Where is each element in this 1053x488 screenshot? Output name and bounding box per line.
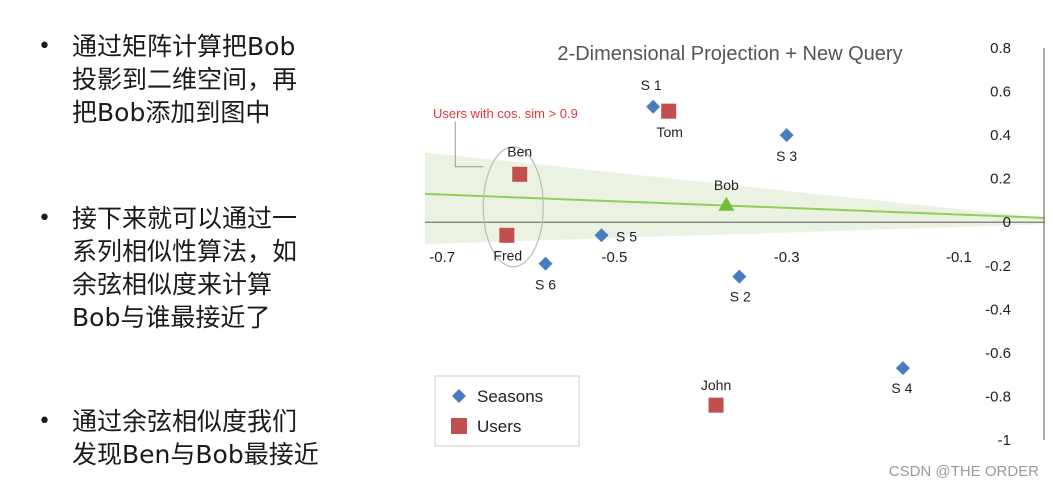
bullet-dot: • (38, 206, 51, 231)
user-point (512, 166, 528, 182)
bullet-dot: • (38, 409, 51, 434)
x-tick-label: -0.7 (429, 249, 455, 266)
season-point (895, 361, 910, 376)
user-point (499, 227, 515, 243)
x-tick-label: -0.5 (602, 249, 628, 266)
point-label: S 2 (730, 289, 751, 305)
point-label: S 3 (776, 148, 797, 164)
y-tick-label: -0.2 (985, 258, 1011, 275)
chart-title: 2-Dimensional Projection + New Query (557, 43, 902, 65)
point-label: Fred (493, 247, 522, 263)
projection-chart: 2-Dimensional Projection + New Query -0.7… (424, 40, 1046, 449)
x-tick-label: -0.3 (774, 249, 800, 266)
x-tick-label: -0.1 (946, 249, 972, 266)
annotation-text: Users with cos. sim > 0.9 (433, 106, 578, 121)
query-direction-line (424, 192, 1046, 219)
bullet-text: 通过余弦相似度我们 发现Ben与Bob最接近 (72, 407, 319, 469)
annotation-leader (454, 121, 484, 168)
bullet-item-similarity: • 接下来就可以通过一 系列相似性算法，如 余弦相似度来计算 Bob与谁最接近了 (38, 202, 368, 334)
y-tick-label: 0.6 (990, 84, 1011, 101)
y-tick-label: -0.6 (985, 345, 1011, 362)
point-label: Ben (507, 143, 532, 159)
y-tick-label: 0 (1003, 214, 1011, 231)
season-point (779, 128, 794, 143)
legend-swatch-users (451, 418, 467, 434)
legend-box (434, 375, 580, 447)
bullet-item-projection: • 通过矩阵计算把Bob 投影到二维空间，再 把Bob添加到图中 (38, 30, 368, 129)
query-label: Bob (714, 177, 739, 193)
bullet-text: 接下来就可以通过一 系列相似性算法，如 余弦相似度来计算 Bob与谁最接近了 (72, 204, 298, 332)
user-point (661, 103, 677, 119)
bullet-item-result: • 通过余弦相似度我们 发现Ben与Bob最接近 (38, 405, 368, 471)
y-tick-label: 0.2 (990, 171, 1011, 188)
legend-swatch-seasons (452, 389, 466, 403)
y-tick-label: 0.8 (990, 40, 1011, 57)
season-point (646, 99, 661, 114)
season-point (732, 269, 747, 284)
y-tick-label: 0.4 (990, 127, 1011, 144)
bullet-dot: • (38, 34, 51, 59)
legend-label: Users (477, 417, 521, 436)
legend-label: Seasons (477, 387, 543, 406)
similarity-ellipse (482, 146, 544, 268)
y-tick-label: -1 (998, 432, 1011, 449)
point-label: S 1 (641, 77, 662, 93)
watermark: CSDN @THE ORDER (888, 463, 1039, 480)
y-tick-label: -0.8 (985, 388, 1011, 405)
query-point-bob (718, 196, 735, 211)
point-label: Tom (656, 124, 682, 140)
point-label: John (701, 377, 731, 393)
season-point (594, 228, 609, 243)
similarity-cone (425, 152, 1045, 244)
point-label: S 5 (616, 228, 637, 244)
bullet-text: 通过矩阵计算把Bob 投影到二维空间，再 把Bob添加到图中 (72, 32, 298, 127)
point-label: S 6 (535, 277, 556, 293)
user-point (708, 397, 724, 413)
season-point (538, 256, 553, 271)
point-label: S 4 (891, 380, 912, 396)
y-tick-label: -0.4 (985, 301, 1011, 318)
